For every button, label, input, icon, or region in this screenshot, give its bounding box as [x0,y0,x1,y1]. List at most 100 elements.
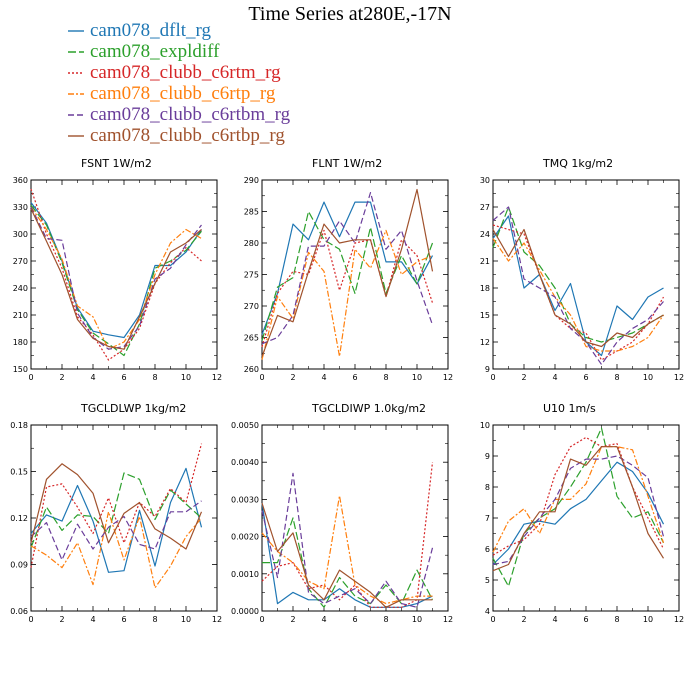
legend-item: cam078_dflt_rg [68,20,212,41]
series-line [261,210,434,341]
series-line [492,228,664,348]
panel-title: FSNT 1W/m2 [81,157,152,170]
series-line [492,427,665,587]
y-tick-label: 0.09 [10,561,28,570]
y-tick-label: 0.12 [10,514,28,523]
y-tick-label: 7 [485,514,490,523]
plot-frame [30,179,218,370]
plot-frame [492,424,680,612]
y-tick-label: 265 [244,334,259,343]
legend-label: cam078_dflt_rg [90,20,212,41]
panel-title: FLNT 1W/m2 [312,157,382,170]
x-tick-label: 4 [90,373,95,382]
legend-item: cam078_clubb_c6rtm_rg [68,62,281,83]
legend-item: cam078_clubb_c6rtbp_rg [68,125,285,146]
x-tick-label: 12 [212,373,222,382]
x-tick-label: 6 [583,615,588,624]
y-tick-label: 10 [480,421,490,430]
x-tick-label: 8 [383,615,388,624]
x-tick-label: 10 [643,373,653,382]
y-tick-label: 275 [244,271,259,280]
x-tick-label: 2 [290,373,295,382]
x-tick-label: 2 [59,615,64,624]
panels: FSNT 1W/m20 2 4 6 8 10 12150180210240270300330… [10,157,684,624]
legend-item: cam078_clubb_c6rtp_rg [68,83,276,104]
y-tick-label: 0.0010 [231,570,259,579]
series-line [30,500,202,561]
x-tick-label: 6 [352,615,357,624]
series-line [30,472,202,548]
y-tick-label: 0.06 [10,607,28,616]
series-line [492,461,665,565]
y-tick-label: 270 [13,257,28,266]
x-tick-label: 0 [490,373,495,382]
series-line [261,502,433,608]
x-tick-label: 12 [212,615,222,624]
x-tick-label: 0 [259,615,264,624]
y-tick-label: 12 [480,338,490,347]
panel-title: TGCLDIWP 1.0kg/m2 [311,402,426,415]
y-tick-label: 4 [485,607,490,616]
series-line [30,463,203,550]
x-tick-label: 0 [28,615,33,624]
x-tick-label: 10 [181,373,191,382]
series-line [261,229,433,360]
y-tick-label: 280 [244,239,259,248]
x-tick-label: 8 [614,373,619,382]
x-tick-label: 10 [412,615,422,624]
legend-item: cam078_clubb_c6rtbm_rg [68,104,291,125]
x-tick-label: 10 [643,615,653,624]
y-tick-label: 270 [244,302,259,311]
series-line [30,208,202,350]
y-tick-label: 0.0040 [231,458,259,467]
series-line [261,188,434,357]
x-tick-label: 4 [90,615,95,624]
chart-panel: TGCLDLWP 1kg/m2 0 2 4 6 8 10 12 0.06 0.09 0.12 0.15… [10,402,222,624]
y-tick-label: 300 [13,230,28,239]
y-tick-label: 8 [485,483,490,492]
series-line [261,503,433,608]
x-tick-label: 10 [181,615,191,624]
y-tick-label: 21 [480,257,490,266]
y-tick-label: 360 [13,176,28,185]
series-line [30,202,202,339]
series-line [492,215,664,357]
y-tick-label: 330 [13,203,28,212]
legend-item: cam078_expldiff [68,41,220,62]
x-tick-label: 2 [521,615,526,624]
series-line [492,446,665,572]
legend: cam078_dflt_rgcam078_expldiffcam078_club… [68,20,291,146]
series-line [30,188,202,361]
x-tick-label: 4 [552,373,557,382]
x-tick-label: 4 [321,615,326,624]
y-tick-label: 0.18 [10,421,28,430]
y-tick-label: 240 [13,284,28,293]
y-tick-label: 180 [13,338,28,347]
x-tick-label: 6 [352,373,357,382]
series-line [30,467,203,573]
y-tick-label: 0.0050 [231,421,259,430]
x-tick-label: 4 [321,373,326,382]
series-line [30,206,202,350]
series-line [30,204,202,357]
y-tick-label: 6 [485,545,490,554]
chart-panel: TGCLDIWP 1.0kg/m2 0 2 4 6 8 10 12 0.0000 0.0010 0.… [231,402,453,624]
x-tick-label: 8 [614,615,619,624]
legend-label: cam078_clubb_c6rtbp_rg [90,125,285,146]
x-tick-label: 12 [674,615,684,624]
y-tick-label: 0.15 [10,468,28,477]
x-tick-label: 12 [443,615,453,624]
chart-panel: FSNT 1W/m2 0 2 4 6 8 10 12 150 180 210 240 270 300 330… [13,157,222,382]
x-tick-label: 8 [152,373,157,382]
chart-panel: FLNT 1W/m2 0 2 4 6 8 10 12 260 265 270 275 280 285 290 [244,157,453,382]
series-line [30,206,202,350]
x-tick-label: 2 [59,373,64,382]
x-tick-label: 2 [521,373,526,382]
panel-title: TMQ 1kg/m2 [542,157,613,170]
chart-panel: U10 1m/s 0 2 4 6 8 10 12 4 5 6 7 8 9 10 [480,402,684,624]
x-tick-label: 8 [383,373,388,382]
y-tick-label: 285 [244,208,259,217]
series-line [30,511,202,589]
